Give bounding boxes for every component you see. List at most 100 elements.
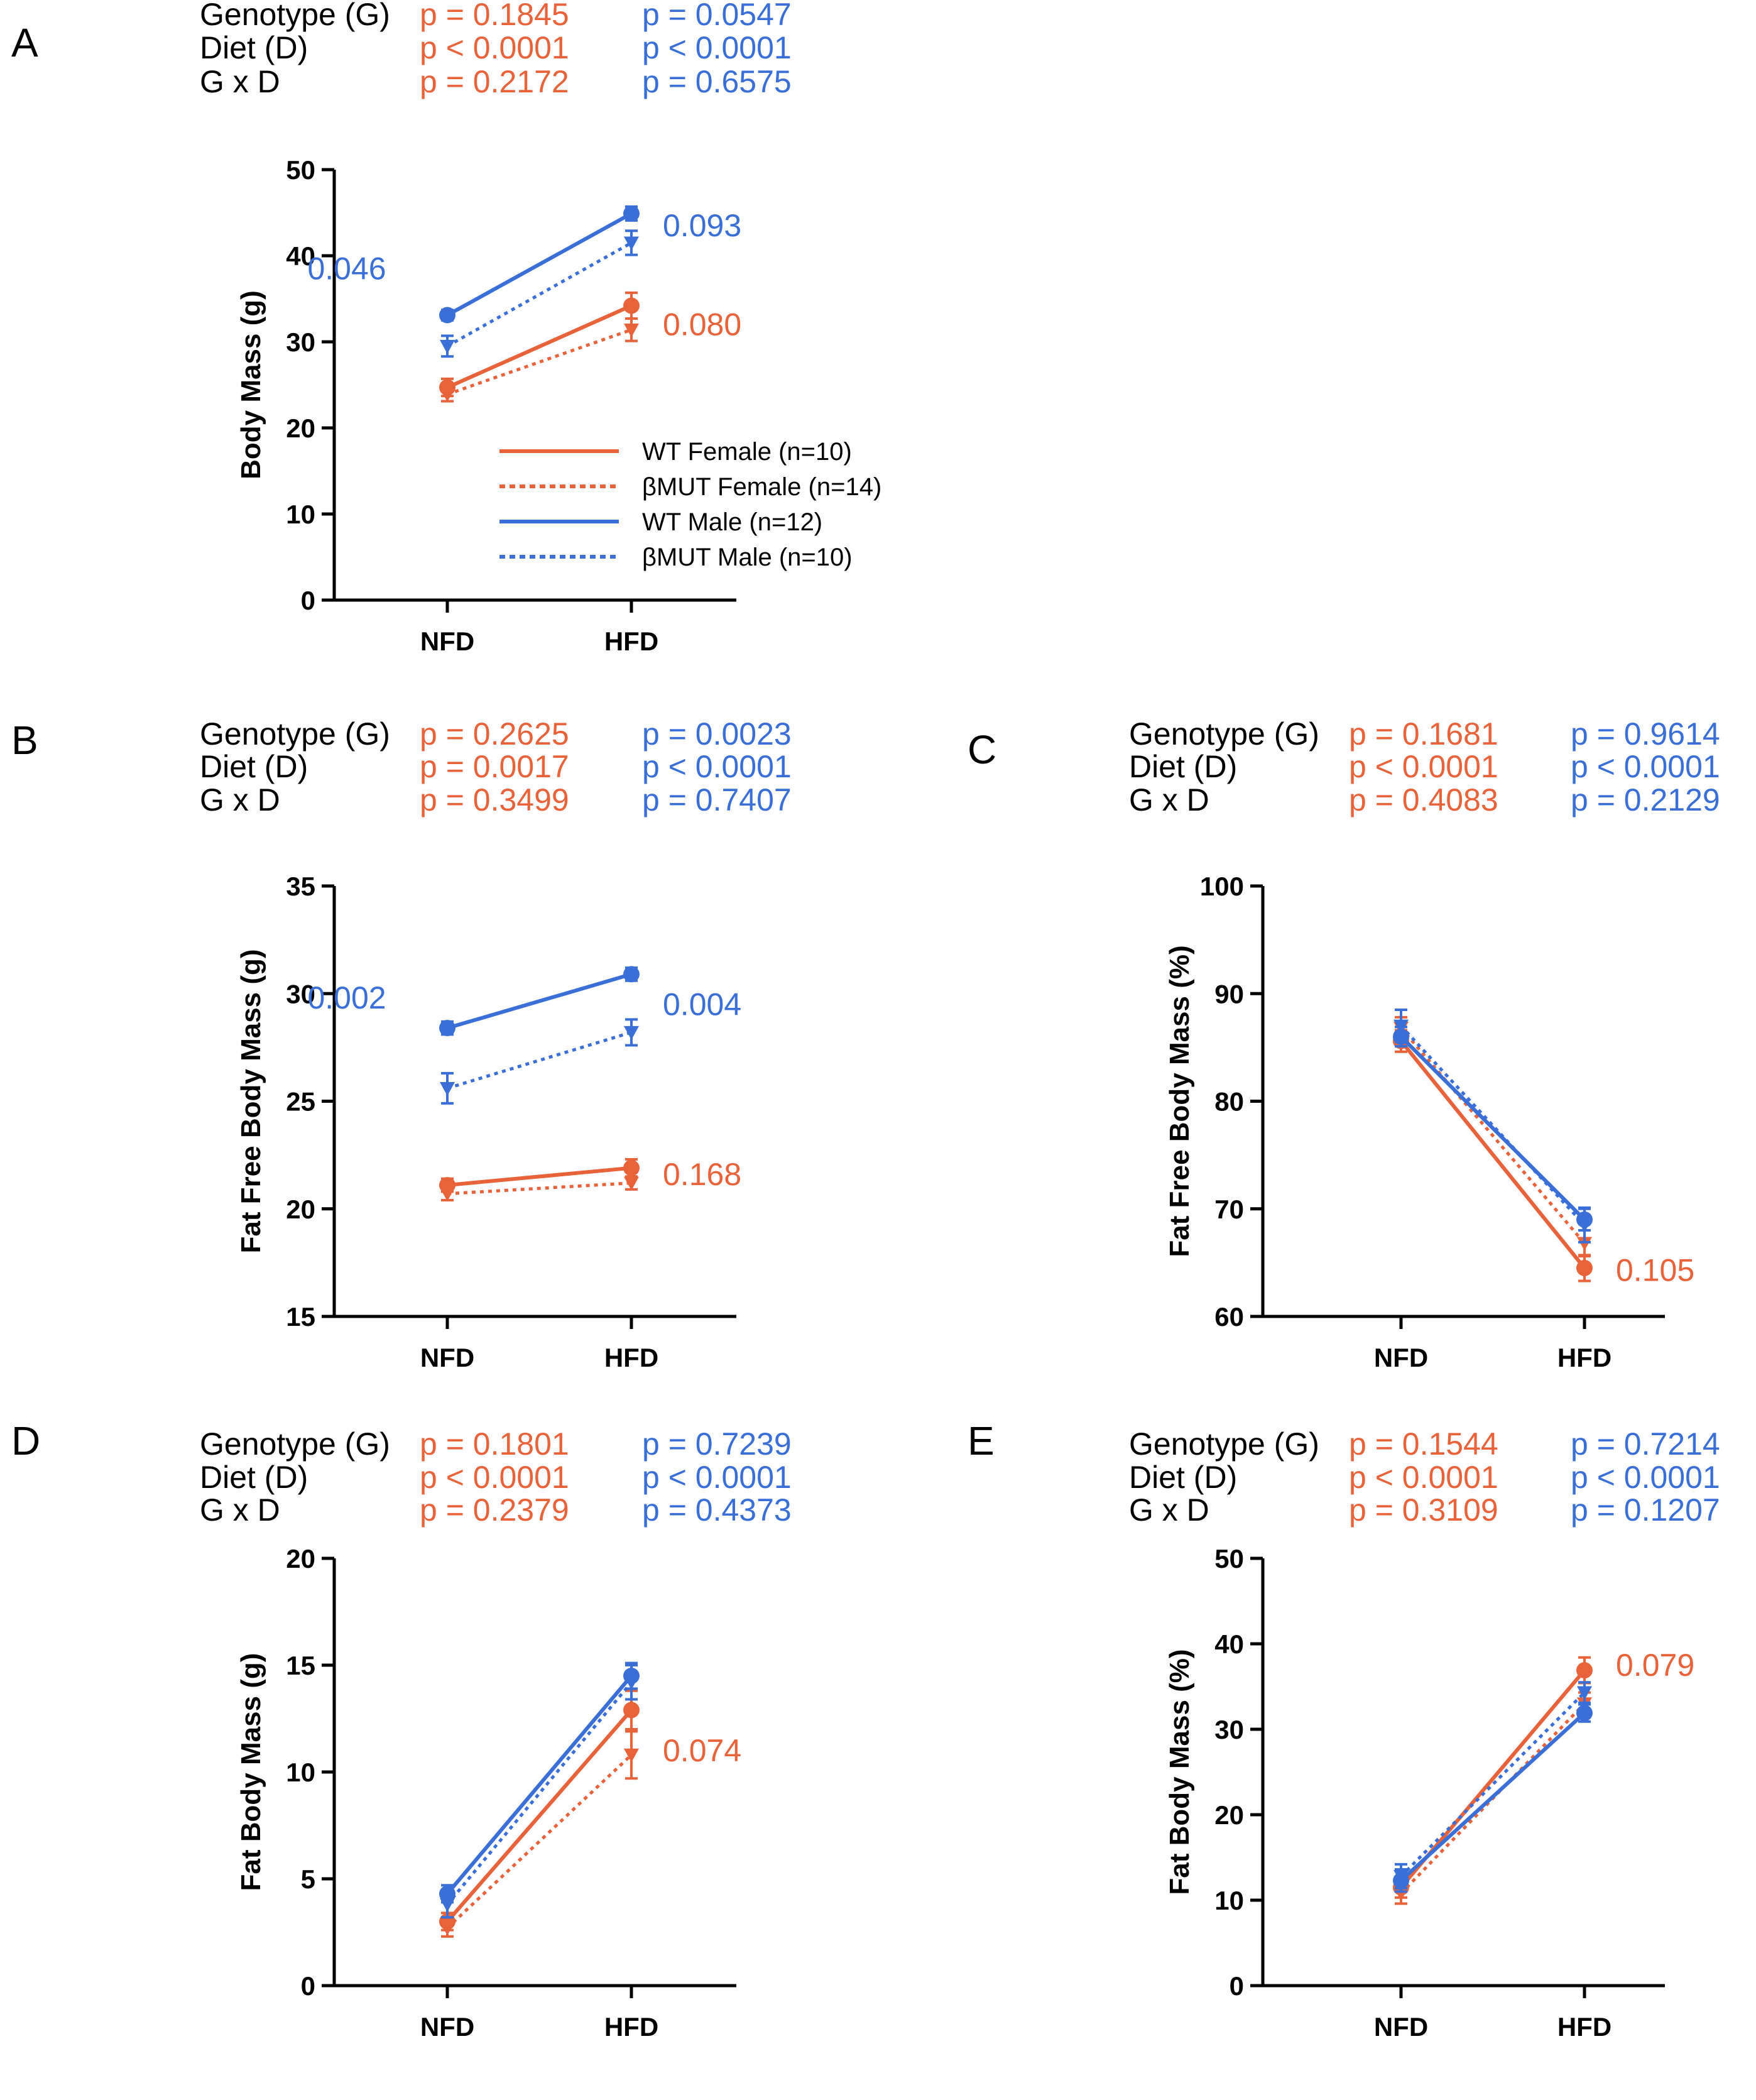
data-point-triangle	[440, 1081, 455, 1096]
posthoc-p-value: 0.074	[663, 1733, 741, 1768]
stat-label: G x D	[200, 64, 280, 99]
series-line	[445, 1675, 633, 1895]
y-tick-label: 0	[301, 1971, 315, 2001]
data-point-circle	[623, 205, 640, 222]
series-group	[439, 966, 640, 1202]
data-point-triangle	[1577, 1686, 1592, 1700]
p-value-female: p = 0.1681	[1349, 716, 1498, 752]
y-tick-label: 0	[301, 586, 315, 615]
y-tick-label: 20	[286, 1544, 315, 1573]
y-tick-label: 30	[1214, 1715, 1244, 1744]
series-group	[439, 205, 640, 403]
p-value-male: p < 0.0001	[1571, 749, 1720, 784]
series-mut-male	[1393, 1681, 1592, 1889]
y-tick-label: 50	[286, 155, 315, 185]
y-tick-label: 15	[286, 1302, 315, 1332]
series-mut-female	[440, 317, 639, 403]
data-point-triangle	[624, 1025, 639, 1040]
stat-label: Diet (D)	[200, 30, 308, 65]
y-axis-title: Body Mass (g)	[236, 290, 266, 479]
p-value-male: p = 0.6575	[642, 64, 792, 99]
data-point-circle	[623, 966, 640, 983]
data-point-circle	[1576, 1662, 1593, 1679]
y-axis-title: Fat Body Mass (g)	[236, 1653, 266, 1891]
data-point-triangle	[624, 1748, 639, 1763]
axes: 0 10 20 30 40 50 NFD HFD Fat Body Mass (%)	[1164, 1544, 1665, 2042]
y-tick-label: 40	[1214, 1629, 1244, 1659]
series-line	[446, 1681, 633, 1906]
series-mut-male	[440, 1018, 639, 1105]
legend-label: WT Female (n=10)	[642, 438, 852, 466]
data-point-triangle	[624, 1176, 639, 1191]
series-line	[1399, 1035, 1586, 1221]
stats-row: Diet (D) p = 0.0017 p < 0.0001	[200, 749, 792, 784]
p-value-male: p = 0.7239	[642, 1426, 792, 1462]
p-value-female: p = 0.2172	[420, 64, 569, 99]
p-value-female: p = 0.1801	[420, 1426, 569, 1462]
axes: 0 5 10 15 20 NFD HFD Fat Body Mass (g)	[236, 1544, 736, 2042]
axes: 0 10 20 30 40 50 NFD HFD Body Mass (g)	[236, 155, 736, 656]
x-tick-label: HFD	[604, 2012, 658, 2042]
series-line	[1400, 1027, 1586, 1245]
data-point-circle	[439, 1020, 455, 1037]
x-tick-label: HFD	[1557, 1343, 1611, 1372]
data-point-circle	[439, 379, 455, 396]
x-tick-label: NFD	[420, 626, 474, 656]
series-wt-male	[439, 205, 640, 324]
y-tick-label: 60	[1214, 1302, 1244, 1332]
axes: 60 70 80 90 100 NFD HFD Fat Free Body Mass (%)	[1164, 872, 1665, 1372]
series-mut-male	[440, 229, 639, 358]
y-axis-title: Fat Free Body Mass (g)	[236, 949, 266, 1253]
stats-row: Genotype (G) p = 0.1681 p = 0.9614	[1129, 716, 1720, 752]
y-tick-label: 20	[286, 1195, 315, 1224]
series-mut-female	[440, 1730, 639, 1938]
y-tick-label: 50	[1214, 1544, 1244, 1573]
p-value-male: p < 0.0001	[642, 749, 792, 784]
panel-letter: C	[968, 727, 996, 772]
data-point-circle	[1393, 1872, 1409, 1889]
series-line	[445, 1709, 633, 1923]
series-wt-female	[439, 291, 640, 398]
y-tick-label: 90	[1214, 979, 1244, 1009]
data-point-circle	[623, 1159, 640, 1176]
y-tick-label: 0	[1230, 1971, 1244, 2001]
p-value-female: p = 0.4083	[1349, 782, 1498, 818]
p-value-male: p = 0.9614	[1571, 716, 1720, 752]
y-tick-label: 5	[301, 1864, 315, 1894]
x-tick-label: HFD	[1557, 2012, 1611, 2042]
stat-label: G x D	[1129, 782, 1209, 818]
stats-row: G x D p = 0.3499 p = 0.7407	[200, 782, 792, 818]
p-value-male: p = 0.7407	[642, 782, 792, 818]
y-tick-label: 10	[286, 1758, 315, 1787]
series-wt-male	[1393, 1025, 1593, 1232]
series-line	[1400, 1024, 1586, 1227]
x-tick-label: HFD	[604, 626, 658, 656]
stat-label: G x D	[1129, 1492, 1209, 1528]
p-value-female: p < 0.0001	[420, 30, 569, 65]
stat-label: Diet (D)	[200, 1460, 308, 1495]
series-wt-male	[439, 1661, 640, 1904]
posthoc-p-value: 0.002	[307, 980, 386, 1015]
panel-letter: E	[968, 1418, 995, 1463]
stats-row: G x D p = 0.3109 p = 0.1207	[1129, 1492, 1720, 1528]
series-line	[446, 241, 633, 348]
y-tick-label: 30	[286, 327, 315, 357]
series-wt-female	[439, 1689, 640, 1932]
series-line	[1399, 1711, 1586, 1882]
stats-row: Diet (D) p < 0.0001 p < 0.0001	[1129, 1460, 1720, 1495]
data-point-circle	[1576, 1211, 1593, 1228]
stat-label: G x D	[200, 782, 280, 818]
stat-label: Diet (D)	[200, 749, 308, 784]
series-line	[1400, 1691, 1586, 1878]
data-point-circle	[623, 1702, 640, 1719]
stats-row: Genotype (G) p = 0.2625 p = 0.0023	[200, 716, 792, 752]
p-value-female: p = 0.1544	[1349, 1426, 1498, 1462]
series-wt-female	[1393, 1029, 1593, 1282]
legend-label: βMUT Female (n=14)	[642, 473, 881, 501]
stats-row: G x D p = 0.2172 p = 0.6575	[200, 64, 792, 99]
p-value-female: p = 0.3109	[1349, 1492, 1498, 1528]
p-value-male: p < 0.0001	[642, 30, 792, 65]
